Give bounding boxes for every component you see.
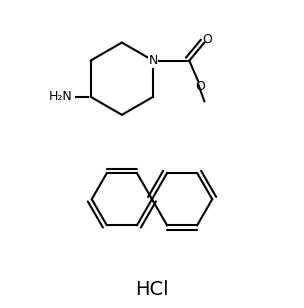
Text: O: O [195,80,205,93]
Text: N: N [148,54,158,67]
Text: H₂N: H₂N [49,90,72,103]
Text: O: O [202,33,212,46]
Text: HCl: HCl [135,280,169,299]
